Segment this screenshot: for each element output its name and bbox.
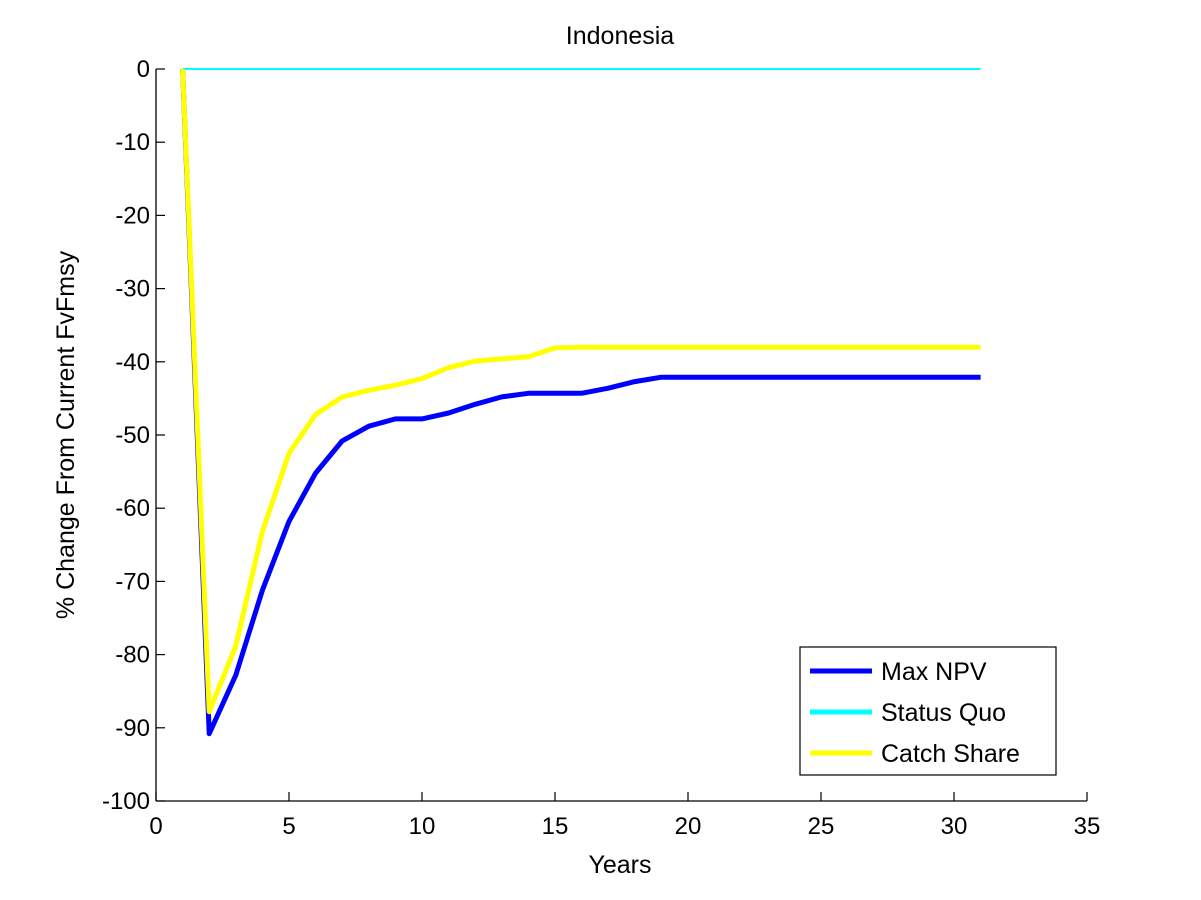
x-tick-label: 5 [282,813,295,840]
x-tick-label: 25 [808,813,835,840]
x-tick-label: 10 [409,813,436,840]
y-tick-label: -30 [115,276,150,303]
y-tick-label: 0 [137,56,150,83]
tick-layer: 0 5 10 15 20 25 30 35 0 -10 -20 -30 -40 -50 -60 -70 -80 -… [102,56,1100,840]
series-line-catch-share [180,68,981,715]
x-axis-title: Years [588,851,651,879]
y-tick-label: -60 [115,495,150,522]
legend: Max NPV Status Quo Catch Share [799,646,1057,776]
legend-label-status-quo: Status Quo [881,699,1006,727]
chart-title: Indonesia [566,22,675,50]
x-tick-label: 35 [1074,813,1101,840]
y-tick-label: -90 [115,715,150,742]
y-tick-label: -70 [115,568,150,595]
y-tick-label: -50 [115,422,150,449]
x-tick-label: 15 [542,813,569,840]
y-tick-label: -100 [102,788,150,815]
series-layer [180,68,981,737]
legend-label-max-npv: Max NPV [881,658,987,686]
y-tick-label: -40 [115,349,150,376]
y-tick-label: -20 [115,202,150,229]
y-axis-title: % Change From Current FvFmsy [52,250,80,619]
legend-items: Max NPV Status Quo Catch Share [810,658,1020,768]
x-tick-label: 0 [149,813,162,840]
y-tick-label: -80 [115,642,150,669]
legend-label-catch-share: Catch Share [881,740,1020,768]
x-tick-label: 20 [675,813,702,840]
x-tick-label: 30 [941,813,968,840]
y-tick-label: -10 [115,129,150,156]
series-line-max-npv [180,68,981,737]
